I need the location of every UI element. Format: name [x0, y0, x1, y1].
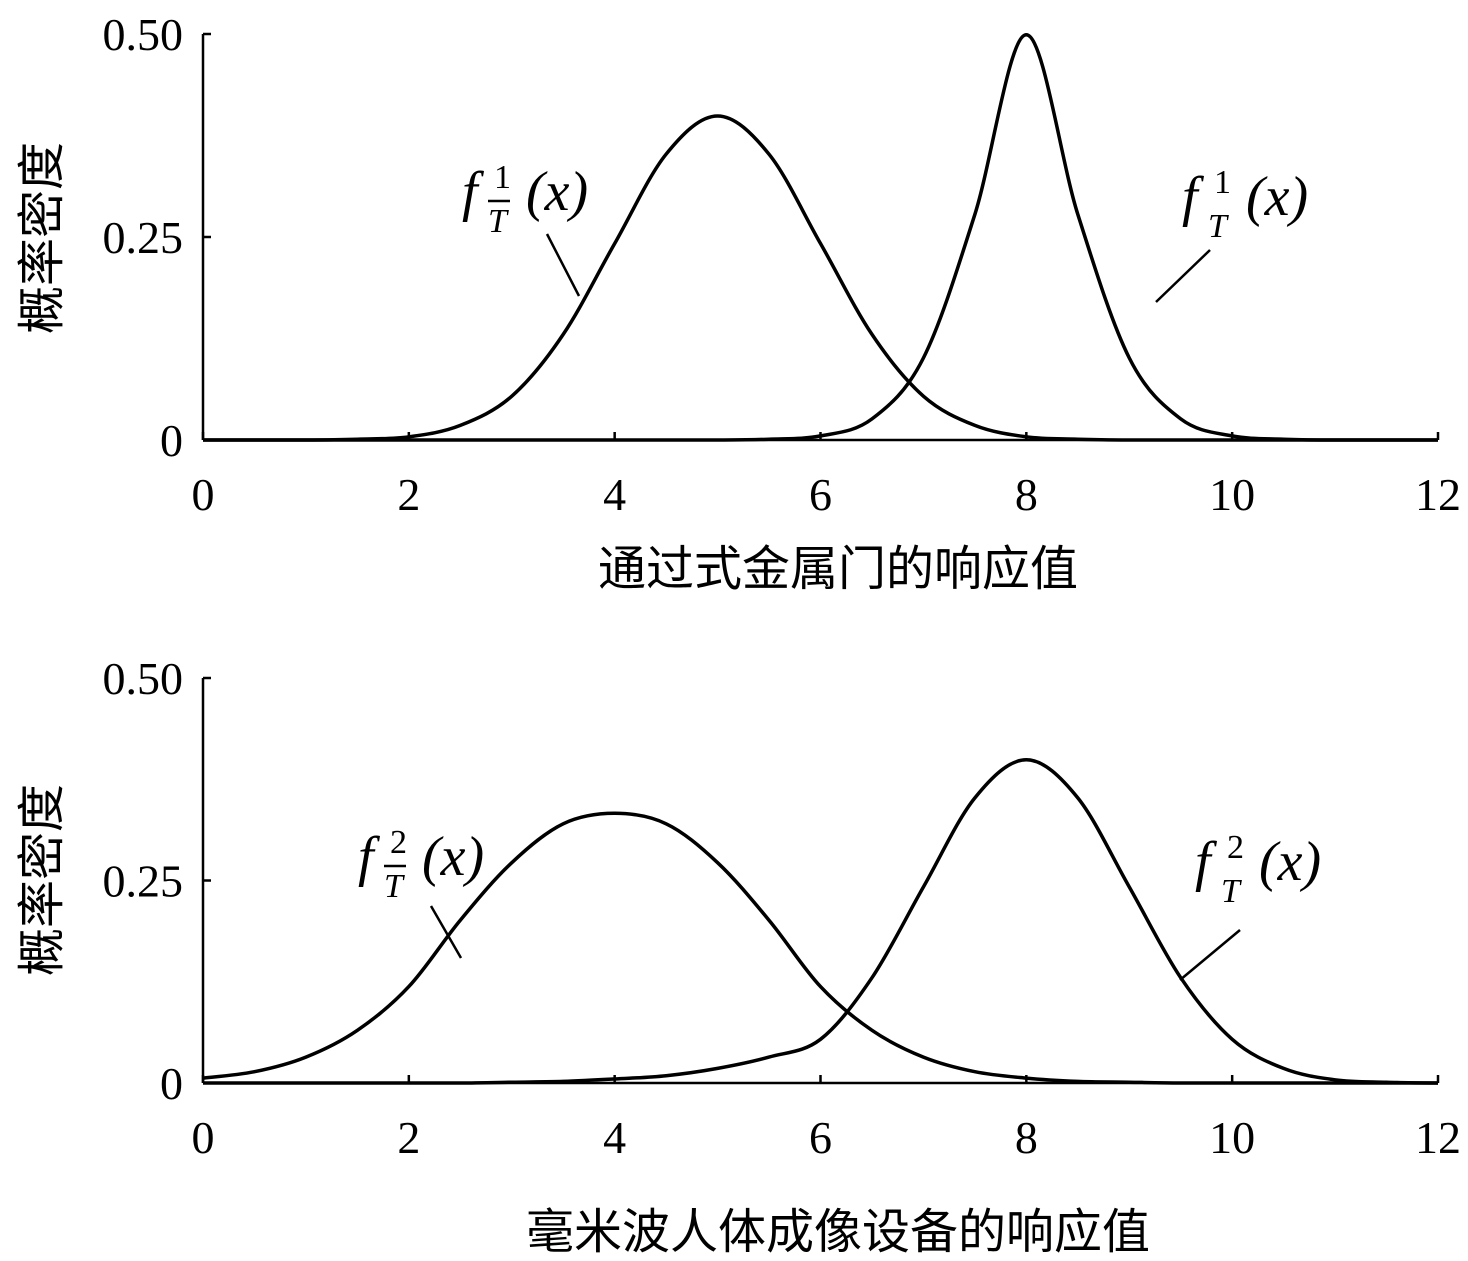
x-tick-label: 10 — [1209, 1112, 1255, 1163]
annotation-base: f — [1195, 831, 1218, 893]
series-annotation: f 1 T (x) — [1155, 164, 1308, 303]
annotation-leader-line — [1179, 929, 1241, 981]
annotation-arg: (x) — [1259, 831, 1321, 893]
annotation-sub: T — [488, 203, 509, 240]
x-tick-label: 10 — [1209, 469, 1255, 520]
x-tick-label: 2 — [397, 469, 420, 520]
series-annotation: f 2 T (x) — [358, 824, 484, 959]
series-annotation: f 2 T (x) — [1179, 829, 1321, 981]
y-tick-label: 0 — [160, 1058, 183, 1109]
annotation-sup: 2 — [390, 824, 407, 861]
x-tick-label: 12 — [1415, 469, 1461, 520]
y-tick-label: 0.25 — [103, 856, 184, 907]
y-tick-label: 0.25 — [103, 212, 184, 263]
x-axis-label: 通过式金属门的响应值 — [598, 541, 1078, 597]
annotation-arg: (x) — [1246, 166, 1308, 228]
x-axis-label: 毫米波人体成像设备的响应值 — [526, 1204, 1150, 1260]
series-line-t — [202, 758, 1439, 1085]
y-axis-label: 概率密度 — [14, 142, 70, 334]
annotation-sub: T — [1221, 873, 1242, 910]
x-tick-label: 8 — [1015, 469, 1038, 520]
y-tick-label: 0 — [160, 415, 183, 466]
annotation-base: f — [358, 826, 381, 888]
annotation-base: f — [462, 161, 485, 223]
y-tick-label: 0.50 — [103, 9, 184, 60]
series-annotation: f 1 T (x) — [462, 159, 588, 297]
series-line-tbar — [202, 811, 1438, 1085]
x-tick-label: 6 — [809, 1112, 832, 1163]
annotation-sup: 2 — [1227, 829, 1244, 866]
series-line-t — [203, 33, 1438, 442]
annotation-sub: T — [384, 868, 405, 905]
x-tick-label: 12 — [1415, 1112, 1461, 1163]
y-axis-label: 概率密度 — [14, 784, 70, 976]
x-tick-label: 6 — [809, 469, 832, 520]
annotation-leader-line — [1155, 249, 1211, 303]
annotation-sub: T — [1208, 208, 1229, 245]
annotation-arg: (x) — [422, 826, 484, 888]
annotation-arg: (x) — [526, 161, 588, 223]
y-tick-label: 0.50 — [103, 653, 184, 704]
annotation-sup: 1 — [1214, 164, 1231, 201]
annotation-sup: 1 — [494, 159, 511, 196]
x-tick-label: 2 — [397, 1112, 420, 1163]
annotation-base: f — [1182, 166, 1205, 228]
x-tick-label: 4 — [603, 1112, 626, 1163]
annotation-leader-line — [545, 233, 581, 297]
annotation-leader-line — [429, 905, 463, 959]
series-line-tbar — [203, 114, 1438, 442]
x-tick-label: 8 — [1015, 1112, 1038, 1163]
x-tick-label: 4 — [603, 469, 626, 520]
x-tick-label: 0 — [192, 1112, 215, 1163]
x-tick-label: 0 — [192, 469, 215, 520]
